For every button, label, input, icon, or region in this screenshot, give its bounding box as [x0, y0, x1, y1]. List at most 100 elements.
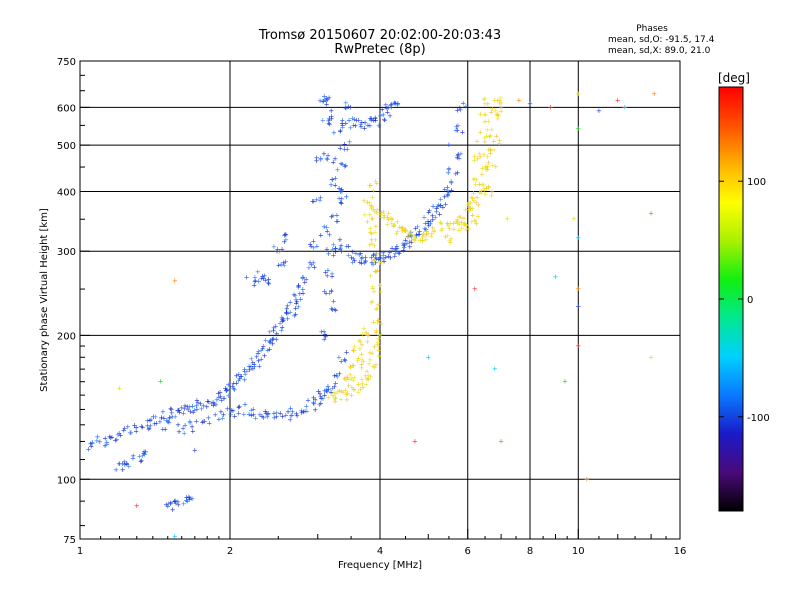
data-point: +	[373, 361, 379, 369]
data-point: +	[356, 337, 362, 345]
data-point: +	[199, 405, 205, 413]
data-point: +	[250, 406, 256, 414]
data-point: +	[432, 213, 438, 221]
data-point: +	[277, 320, 283, 328]
data-point: +	[400, 225, 406, 233]
data-point: +	[337, 127, 343, 135]
data-point: +	[332, 394, 338, 402]
data-point: +	[194, 405, 200, 413]
data-point: +	[336, 353, 342, 361]
data-point: +	[293, 296, 299, 304]
data-point: +	[496, 97, 502, 105]
data-point: +	[141, 448, 147, 456]
data-point: +	[474, 176, 480, 184]
data-point: +	[371, 117, 377, 125]
data-point: +	[212, 400, 218, 408]
data-point: +	[255, 268, 261, 276]
data-point: +	[477, 128, 483, 136]
data-point: +	[412, 237, 418, 245]
tick-labels: 1 2 4 6 8 10 16 75 100 200 300 400 500 600 750	[57, 57, 686, 557]
data-point: +	[424, 228, 430, 236]
data-point: +	[392, 221, 398, 229]
data-point: +	[348, 103, 354, 111]
data-point: +	[384, 105, 390, 113]
data-point: +	[400, 247, 406, 255]
data-point: +	[172, 497, 178, 505]
data-point: +	[360, 383, 366, 391]
data-point: +	[479, 171, 485, 179]
data-point: +	[205, 414, 211, 422]
data-point: +	[283, 309, 289, 317]
data-point: +	[309, 261, 315, 269]
data-point: +	[438, 219, 444, 227]
data-point: +	[372, 114, 378, 122]
data-point: +	[470, 205, 476, 213]
data-point: +	[258, 356, 264, 364]
data-point: +	[167, 413, 173, 421]
data-point: +	[355, 357, 361, 365]
data-point: +	[459, 225, 465, 233]
data-point: +	[370, 283, 376, 291]
data-point: +	[446, 165, 452, 173]
data-point: +	[349, 254, 355, 262]
data-point: +	[374, 250, 380, 258]
data-point: +	[122, 425, 128, 433]
data-point: +	[356, 117, 362, 125]
data-point: +	[294, 298, 300, 306]
data-point: +	[482, 134, 488, 142]
data-point: +	[347, 363, 353, 371]
data-point: +	[358, 250, 364, 258]
data-point: +	[364, 367, 370, 375]
data-point: +	[343, 162, 349, 170]
data-point: +	[455, 121, 461, 129]
y-axis-label: Stationary phase Virtual Height [km]	[39, 208, 50, 392]
colorbar-tick-label: 0	[747, 295, 753, 306]
data-point: +	[121, 426, 127, 434]
data-point: +	[473, 181, 479, 189]
data-point: +	[342, 140, 348, 148]
data-point: +	[216, 416, 222, 424]
data-point: +	[279, 324, 285, 332]
data-point: +	[426, 220, 432, 228]
data-point: +	[333, 244, 339, 252]
data-point: +	[338, 160, 344, 168]
data-point: +	[372, 364, 378, 372]
data-point: +	[326, 120, 332, 128]
data-point: +	[372, 268, 378, 276]
data-point: +	[256, 348, 262, 356]
data-point: +	[460, 100, 466, 108]
data-point: +	[615, 97, 621, 105]
data-point: +	[292, 292, 298, 300]
data-point: +	[271, 414, 277, 422]
data-point: +	[317, 196, 323, 204]
data-point: +	[419, 237, 425, 245]
data-point: +	[453, 126, 459, 134]
data-point: +	[300, 289, 306, 297]
data-point: +	[493, 163, 499, 171]
data-point: +	[446, 189, 452, 197]
data-point: +	[109, 434, 115, 442]
data-point: +	[426, 207, 432, 215]
data-point: +	[378, 288, 384, 296]
data-point: +	[337, 145, 343, 153]
data-point: +	[294, 412, 300, 420]
data-point: +	[324, 388, 330, 396]
data-point: +	[562, 378, 568, 386]
data-point: +	[295, 303, 301, 311]
data-point: +	[484, 126, 490, 134]
data-point: +	[392, 250, 398, 258]
data-point: +	[262, 272, 268, 280]
data-point: +	[188, 408, 194, 416]
data-point: +	[221, 395, 227, 403]
data-point: +	[256, 362, 262, 370]
data-point: +	[373, 223, 379, 231]
data-point: +	[492, 365, 498, 373]
data-point: +	[482, 111, 488, 119]
data-point: +	[447, 239, 453, 247]
data-point: +	[368, 182, 374, 190]
data-point: +	[215, 390, 221, 398]
data-point: +	[362, 119, 368, 127]
data-point: +	[316, 401, 322, 409]
data-point: +	[131, 421, 137, 429]
data-point: +	[325, 266, 331, 274]
